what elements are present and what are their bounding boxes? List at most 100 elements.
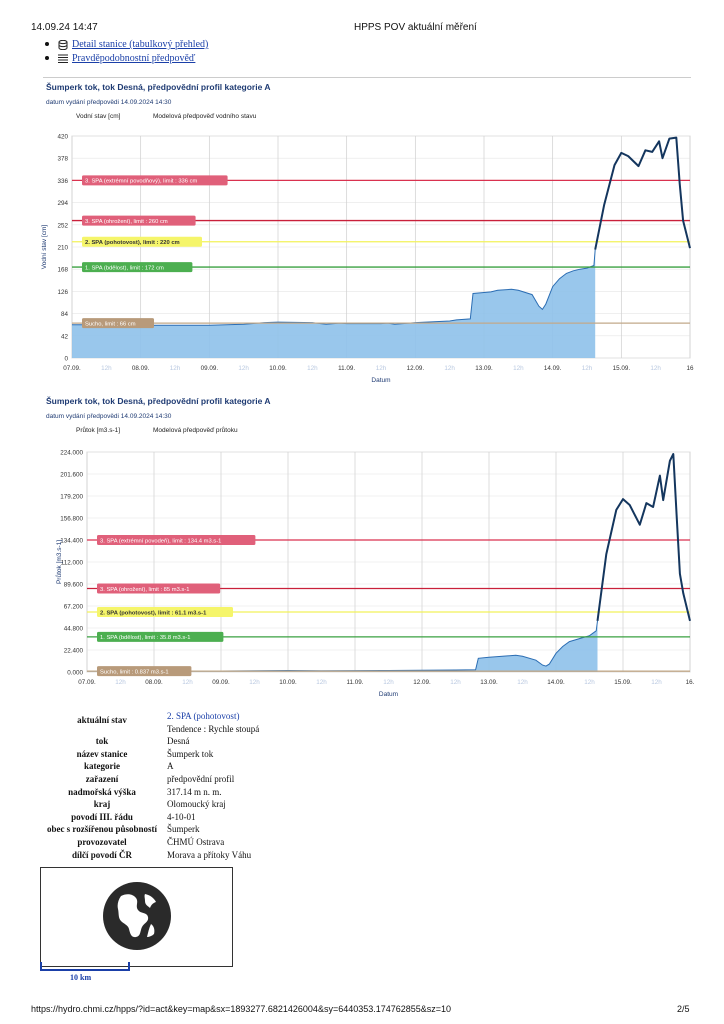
info-row: dílčí povodí ČR Morava a přítoky Váhu	[40, 849, 262, 862]
x-tick-label: 12h	[115, 679, 126, 686]
x-tick-label: 16.	[686, 679, 695, 686]
info-key: obec s rozšířenou působností	[46, 824, 158, 835]
x-tick-label: 15.09.	[614, 679, 632, 686]
limit-badge	[82, 236, 202, 247]
x-tick-label: 12h	[238, 365, 249, 372]
x-tick-label: 10.09.	[279, 679, 297, 686]
x-tick-label: 11.09.	[338, 365, 355, 372]
footer-page: 2/5	[677, 1004, 690, 1014]
x-tick-label: 12h	[517, 679, 528, 686]
y-tick-label: 126	[57, 289, 68, 296]
x-tick-label: 12h	[182, 679, 193, 686]
chart-1-legend-forecast: Modelová předpověď vodního stavu	[153, 113, 257, 120]
x-tick-label: 12.09.	[407, 365, 425, 372]
limit-badge	[97, 666, 192, 677]
print-title: HPPS POV aktuální měření	[354, 22, 477, 33]
x-tick-label: 12h	[307, 365, 318, 372]
x-tick-label: 16	[686, 365, 694, 372]
x-tick-label: 13.09.	[480, 679, 498, 686]
info-row: kategorie A	[40, 760, 262, 773]
station-info-table: aktuální stav 2. SPA (pohotovost) Tendence…	[40, 710, 262, 861]
x-tick-label: 07.09.	[63, 365, 81, 372]
x-tick-label: 12h	[316, 679, 327, 686]
limit-label: 2. SPA (pohotovost), limit : 220 cm	[85, 240, 180, 246]
info-value: 4-10-01	[167, 811, 196, 822]
y-tick-label: 44.800	[64, 626, 84, 633]
y-axis-label: Vodní stav [cm]	[41, 225, 48, 270]
info-value: předpovědní profil	[167, 773, 235, 784]
y-tick-label: 112.000	[61, 560, 84, 567]
discharge-chart: 0.000 22.400 44.800 67.200 89.600 112.000 134.…	[55, 450, 695, 699]
info-key: aktuální stav	[77, 715, 127, 725]
chart-2-legend-observed: Průtok [m3.s-1]	[76, 427, 121, 434]
info-row: název stanice Šumperk tok	[40, 748, 262, 761]
info-value: A	[167, 761, 174, 772]
chart-2-subtitle: datum vydání předpovědi 14.09.2024 14:30	[46, 413, 172, 420]
print-datetime: 14.09.24 14:47	[31, 22, 98, 33]
info-key: tok	[95, 736, 109, 747]
info-row: povodí III. řádu 4-10-01	[40, 811, 262, 824]
info-key: kategorie	[84, 761, 120, 772]
limit-label: 3. SPA (extrémní povodeň), limit : 134.4…	[100, 538, 221, 544]
info-key: dílčí povodí ČR	[71, 849, 132, 860]
station-map[interactable]	[40, 867, 233, 967]
y-tick-label: 0	[64, 356, 68, 363]
y-tick-label: 84	[61, 311, 69, 318]
bullet	[45, 55, 49, 60]
info-row: tok Desná	[40, 735, 262, 748]
limit-badge	[82, 262, 193, 273]
y-tick-label: 67.200	[64, 604, 84, 611]
chart-1-title: Šumperk tok, tok Desná, předpovědní prof…	[46, 82, 271, 92]
limit-label: 1. SPA (bdělost), limit : 172 cm	[85, 265, 164, 271]
info-key: nadmořská výška	[68, 786, 136, 797]
limit-badge	[97, 535, 256, 545]
info-value: Desná	[167, 736, 190, 747]
info-row: provozovatel ČHMÚ Ostrava	[40, 836, 262, 849]
info-row: obec s rozšířenou působností Šumperk	[40, 823, 262, 836]
info-key: kraj	[93, 799, 111, 810]
trend-text: Tendence : Rychle stoupá	[167, 723, 260, 734]
x-tick-label: 12h	[101, 365, 112, 372]
info-key: název stanice	[76, 748, 128, 759]
x-tick-label: 11.09.	[346, 679, 363, 686]
x-tick-label: 12h	[651, 679, 662, 686]
limit-label: 3. SPA (ohrožení), limit : 260 cm	[85, 219, 168, 225]
x-tick-label: 12h	[249, 679, 260, 686]
x-tick-label: 12h	[170, 365, 181, 372]
globe-icon	[103, 882, 171, 950]
y-tick-label: 294	[57, 200, 68, 207]
info-key: povodí III. řádu	[71, 811, 133, 822]
detail-link[interactable]: Detail stanice (tabulkový přehled)	[72, 39, 209, 50]
info-value: Olomoucký kraj	[167, 799, 226, 810]
info-key: provozovatel	[77, 836, 127, 847]
map-scale-bar	[40, 962, 130, 971]
forecast-line	[594, 136, 691, 250]
x-tick-label: 08.09.	[132, 365, 150, 372]
info-value: 2. SPA (pohotovost) Tendence : Rychle sto…	[164, 710, 262, 735]
x-axis-label: Datum	[379, 691, 398, 698]
water-level-chart: 0 42 84 126 168 210 252 294 336 378 420 07.09. 12h 08…	[41, 134, 694, 385]
observed-area	[87, 620, 598, 672]
x-tick-label: 14.09.	[547, 679, 565, 686]
link-item-forecast: Pravděpodobnostní předpověď	[45, 53, 208, 64]
footer-url: https://hydro.chmi.cz/hpps/?id=act&key=m…	[31, 1004, 452, 1014]
y-axis-label: Průtok [m3.s-1]	[55, 540, 63, 584]
info-value: 317.14 m n. m.	[167, 786, 222, 797]
limit-label: Sucho, limit : 66 cm	[85, 321, 136, 327]
x-tick-label: 09.09.	[201, 365, 219, 372]
current-state-link[interactable]: 2. SPA (pohotovost)	[167, 711, 240, 721]
forecast-link[interactable]: Pravděpodobnostní předpověď	[72, 53, 196, 64]
observed-line	[72, 249, 596, 326]
x-tick-label: 12.09.	[413, 679, 431, 686]
info-row: zařazení předpovědní profil	[40, 773, 262, 786]
x-tick-label: 14.09.	[544, 365, 562, 372]
x-tick-label: 12h	[444, 365, 455, 372]
forecast-line	[596, 453, 691, 622]
y-tick-label: 42	[61, 333, 69, 340]
database-icon	[58, 39, 67, 50]
limit-label: 1. SPA (bdělost), limit : 35.8 m3.s-1	[100, 635, 190, 641]
y-tick-label: 252	[57, 222, 68, 229]
chart-2-legend-forecast: Modelová předpověď průtoku	[153, 427, 238, 434]
limit-label: Sucho, limit : 0.837 m3.s-1	[100, 669, 169, 675]
x-tick-label: 08.09.	[145, 679, 163, 686]
